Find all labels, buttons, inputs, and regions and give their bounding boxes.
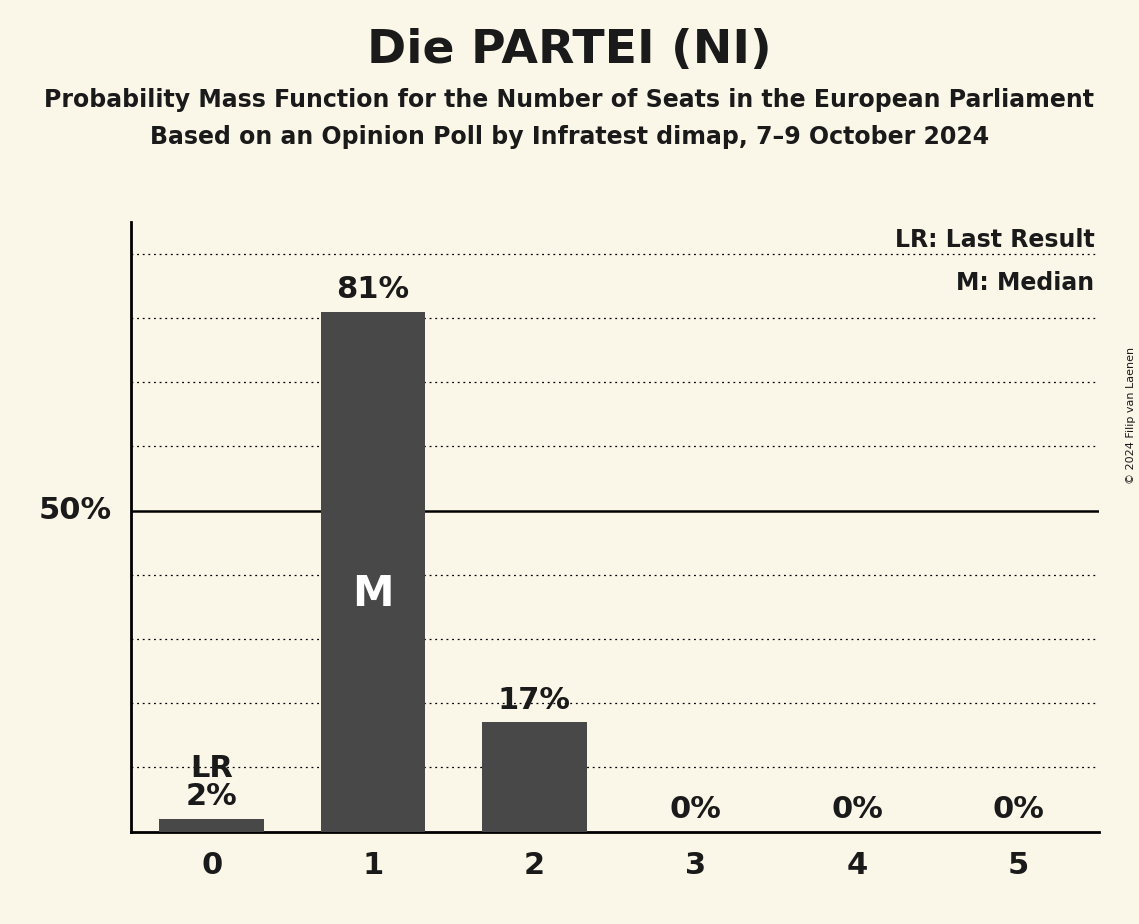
- Bar: [159, 819, 264, 832]
- Text: 0%: 0%: [992, 795, 1044, 824]
- Text: 0%: 0%: [670, 795, 722, 824]
- Text: 17%: 17%: [498, 686, 571, 715]
- Text: Probability Mass Function for the Number of Seats in the European Parliament: Probability Mass Function for the Number…: [44, 88, 1095, 112]
- Text: LR: Last Result: LR: Last Result: [894, 228, 1095, 252]
- Text: 50%: 50%: [39, 496, 112, 525]
- Text: LR: LR: [190, 755, 233, 784]
- Text: Die PARTEI (NI): Die PARTEI (NI): [367, 28, 772, 73]
- Bar: [482, 723, 587, 832]
- Text: 0%: 0%: [831, 795, 883, 824]
- Bar: [320, 311, 426, 832]
- Text: 2%: 2%: [186, 782, 238, 811]
- Text: M: M: [352, 573, 394, 615]
- Text: M: Median: M: Median: [956, 271, 1095, 295]
- Text: © 2024 Filip van Laenen: © 2024 Filip van Laenen: [1126, 347, 1136, 484]
- Text: 81%: 81%: [336, 275, 410, 304]
- Text: Based on an Opinion Poll by Infratest dimap, 7–9 October 2024: Based on an Opinion Poll by Infratest di…: [150, 125, 989, 149]
